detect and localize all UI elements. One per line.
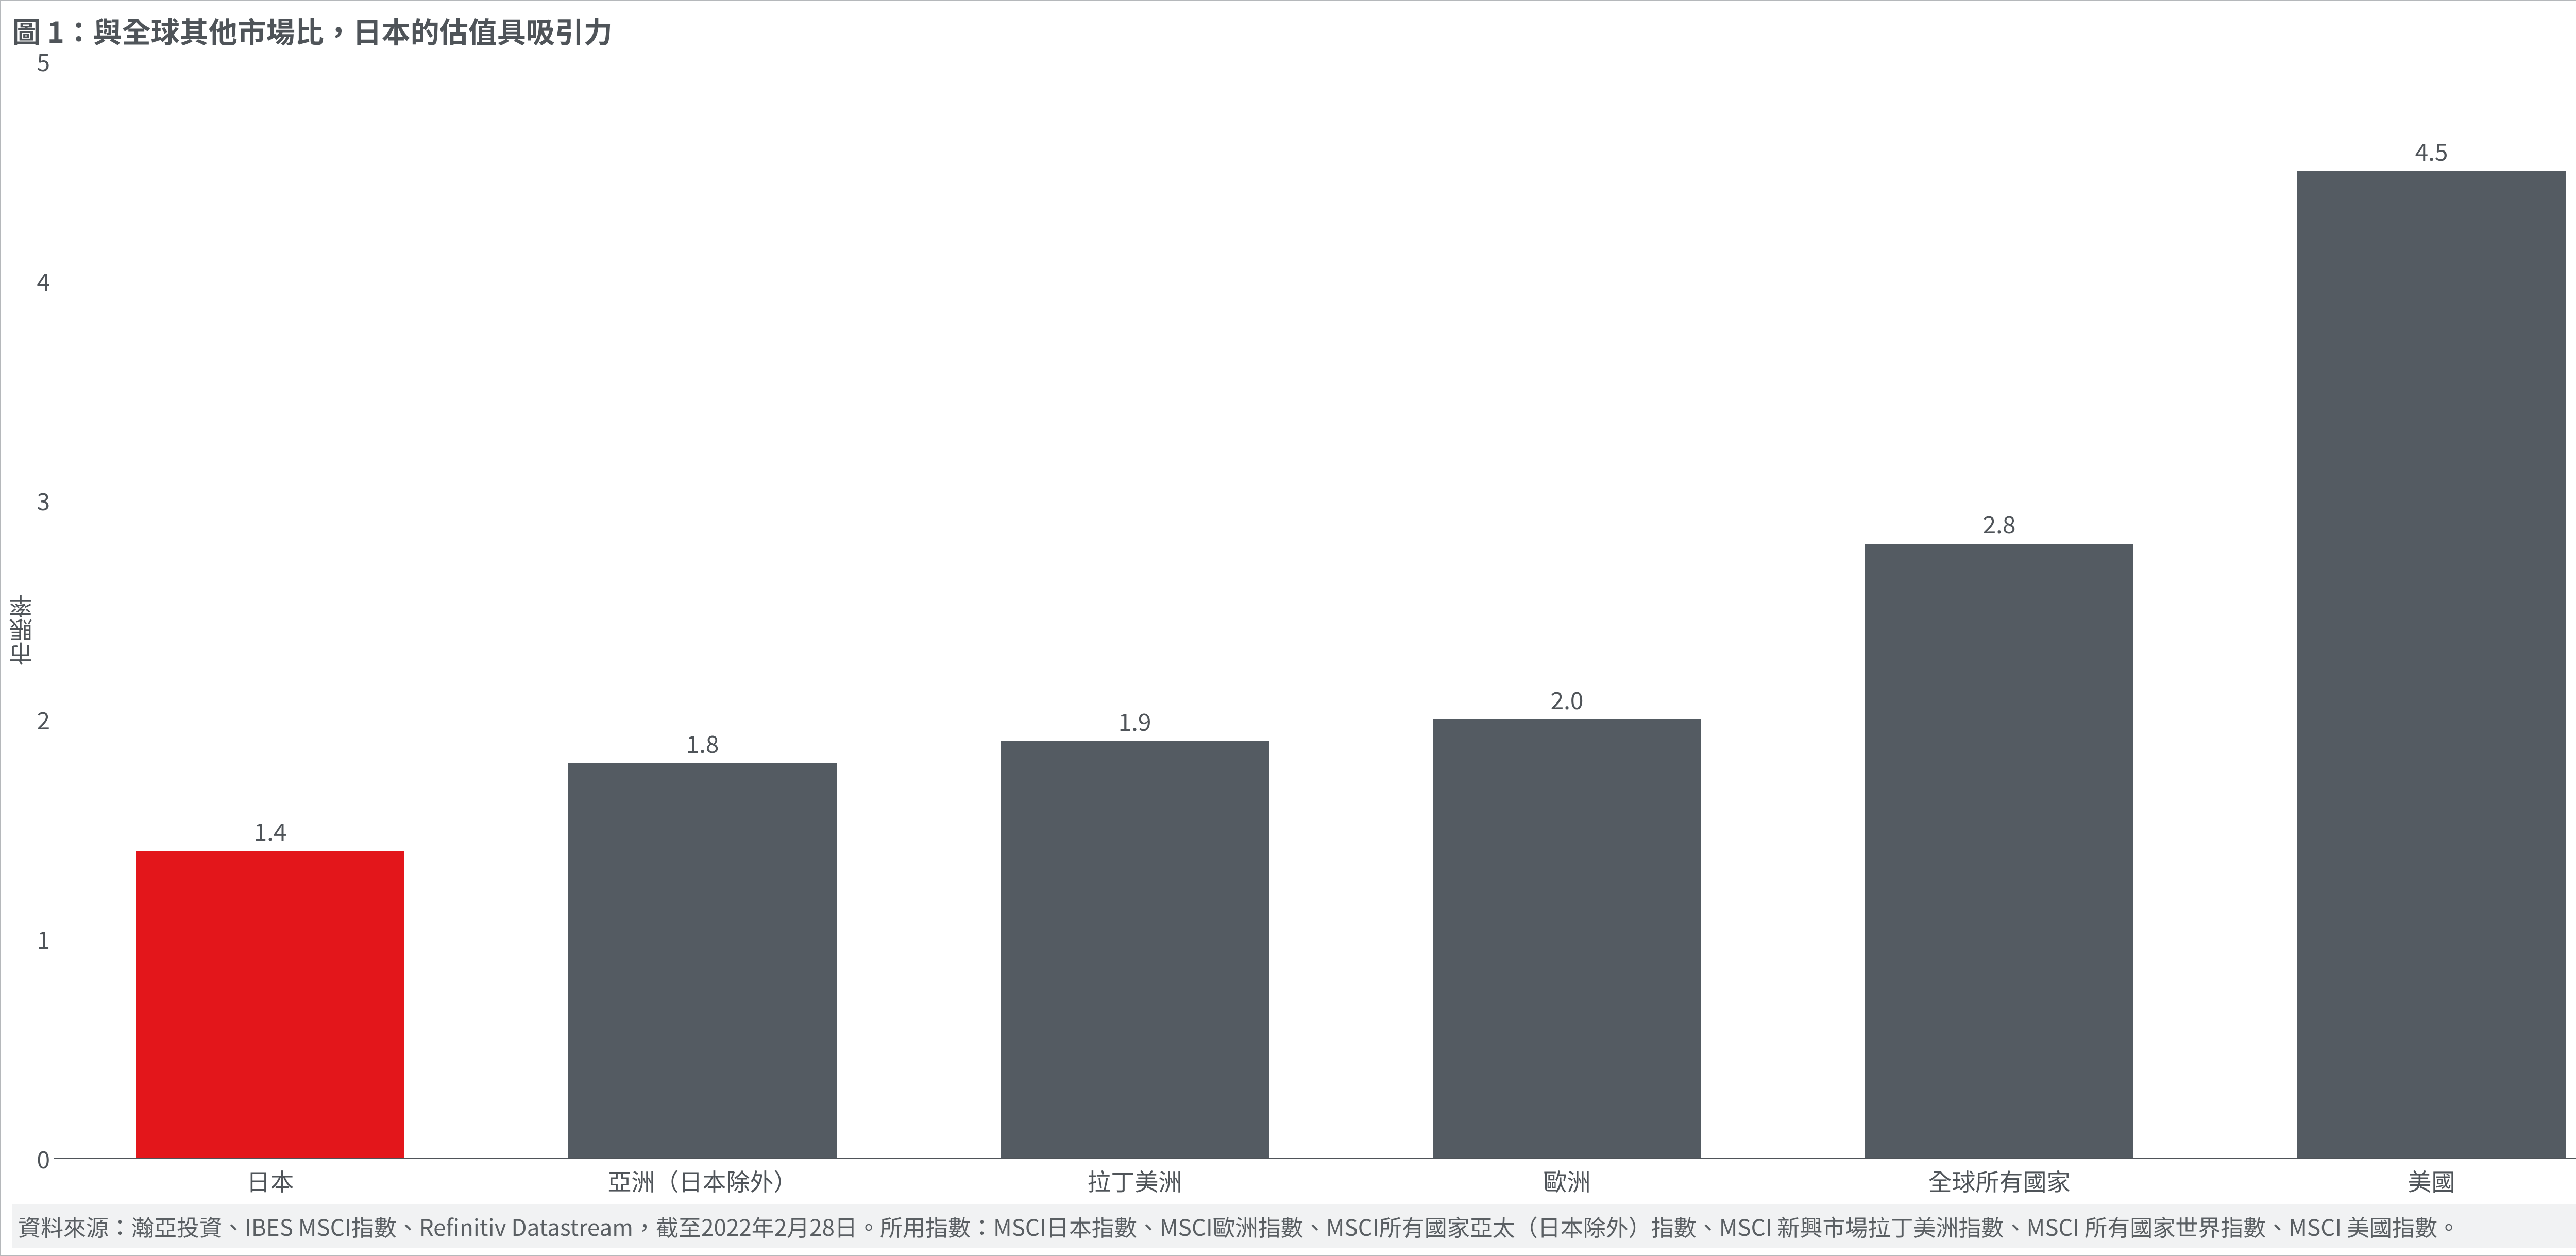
bar <box>136 851 404 1158</box>
y-tick-column: 012345 <box>29 61 54 1159</box>
bar-value-label: 2.8 <box>1983 507 2016 541</box>
plot: 012345 1.41.81.92.02.84.5 <box>29 61 2576 1159</box>
bar-value-label: 1.4 <box>254 814 287 848</box>
bars-region: 1.4 1.8 1.9 2.0 2.8 4.5 <box>54 61 2576 1159</box>
bar <box>2297 171 2565 1158</box>
y-tick-label: 3 <box>37 483 50 517</box>
y-tick-label: 0 <box>37 1142 50 1176</box>
y-tick-label: 4 <box>37 264 50 298</box>
y-tick-label: 1 <box>37 922 50 956</box>
x-labels-row: 日本亞洲（日本除外）拉丁美洲歐洲全球所有國家美國 <box>54 1159 2576 1198</box>
bar-slot: 1.4 <box>54 61 486 1158</box>
bar-slot: 2.0 <box>1351 61 1783 1158</box>
x-tick-label: 亞洲（日本除外） <box>486 1159 919 1198</box>
x-tick-label: 拉丁美洲 <box>919 1159 1351 1198</box>
plot-column: 012345 1.41.81.92.02.84.5 日本亞洲（日本除外）拉丁美洲… <box>29 61 2576 1198</box>
bar <box>568 763 836 1158</box>
bar-value-label: 4.5 <box>2415 134 2448 168</box>
bar-slot: 1.9 <box>919 61 1351 1158</box>
chart-footnote: 資料來源：瀚亞投資、IBES MSCI指數、Refinitiv Datastre… <box>12 1204 2576 1248</box>
bar-slot: 4.5 <box>2215 61 2576 1158</box>
bar-value-label: 1.8 <box>686 726 719 760</box>
bars-row: 1.4 1.8 1.9 2.0 2.8 4.5 <box>54 61 2576 1158</box>
bar <box>1433 719 1701 1158</box>
bar-slot: 1.8 <box>486 61 919 1158</box>
chart-title: 圖 1：與全球其他市場比，日本的估值具吸引力 <box>12 10 2576 57</box>
bar-slot: 2.8 <box>1783 61 2215 1158</box>
bar-value-label: 1.9 <box>1118 704 1151 738</box>
x-tick-label: 全球所有國家 <box>1783 1159 2215 1198</box>
y-tick-label: 5 <box>37 44 50 78</box>
chart-area: 市賬率 012345 1.41.81.92.02.84.5 日本亞洲（日本除外）… <box>12 61 2576 1198</box>
x-tick-label: 歐洲 <box>1351 1159 1783 1198</box>
bar <box>1001 741 1268 1158</box>
bar <box>1865 544 2133 1158</box>
figure-container: 圖 1：與全球其他市場比，日本的估值具吸引力 市賬率 0 1 2 3 4 5 1.4 1.8… <box>0 0 2576 1256</box>
y-axis-label-column: 市賬率 <box>12 61 29 1198</box>
x-tick-label: 美國 <box>2215 1159 2576 1198</box>
bar-value-label: 2.0 <box>1551 682 1584 716</box>
x-tick-label: 日本 <box>54 1159 486 1198</box>
y-tick-label: 2 <box>37 702 50 736</box>
